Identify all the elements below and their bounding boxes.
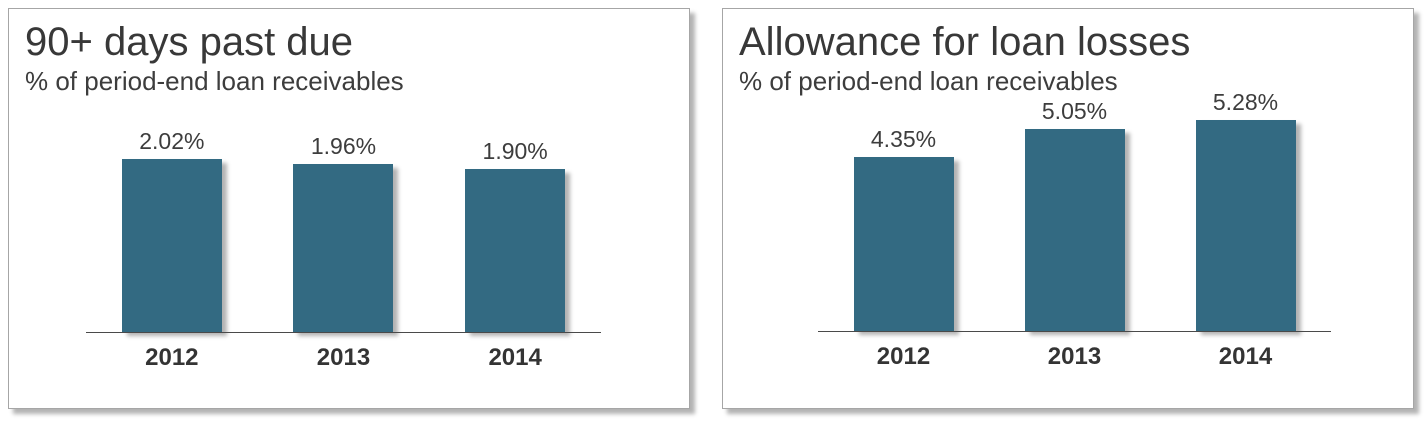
- bar-value-label: 5.05%: [1041, 98, 1108, 124]
- bar-slot: 2.02%: [121, 92, 222, 332]
- category-label-2014: 2014: [488, 344, 542, 371]
- bar-2013: [293, 164, 394, 332]
- bar-slot: 1.96%: [293, 92, 394, 332]
- x-axis-line: [86, 332, 601, 333]
- chart-panel-past-due: 90+ days past due % of period-end loan r…: [8, 8, 690, 409]
- bar-2014: [1195, 120, 1296, 331]
- bar-2012: [121, 158, 222, 332]
- bar-value-label: 4.35%: [870, 126, 937, 152]
- bar-slot: 4.35%: [853, 91, 954, 331]
- bar-value-label: 1.90%: [482, 138, 548, 165]
- category-axis-labels: 2012 2013 2014: [86, 346, 601, 370]
- category-label-2012: 2012: [876, 343, 931, 370]
- chart-title: Allowance for loan losses: [739, 20, 1191, 64]
- category-label-2012: 2012: [145, 344, 199, 371]
- x-axis-line: [818, 331, 1331, 332]
- bar-2012: [853, 157, 954, 331]
- category-label-2013: 2013: [316, 344, 371, 371]
- bar-plot: 4.35% 5.05% 5.28%: [818, 89, 1331, 332]
- bar-2013: [1024, 129, 1125, 331]
- bar-slot: 1.90%: [465, 92, 566, 332]
- chart-subtitle: % of period-end loan receivables: [25, 66, 404, 97]
- bar-value-label: 5.28%: [1212, 89, 1279, 115]
- bar-slot: 5.28%: [1195, 89, 1296, 331]
- category-axis-labels: 2012 2013 2014: [818, 345, 1331, 369]
- category-label-2014: 2014: [1218, 343, 1273, 370]
- bar-2014: [465, 169, 566, 332]
- chart-header: 90+ days past due % of period-end loan r…: [25, 20, 677, 97]
- bar-plot: 2.02% 1.96% 1.90%: [86, 92, 601, 333]
- chart-title: 90+ days past due: [25, 20, 354, 64]
- bar-value-label: 1.96%: [310, 133, 377, 159]
- bar-value-label: 2.02%: [139, 127, 205, 154]
- bar-slot: 5.05%: [1024, 91, 1125, 331]
- chart-header: Allowance for loan losses % of period-en…: [739, 20, 1401, 97]
- chart-panel-loan-loss-allowance: Allowance for loan losses % of period-en…: [722, 8, 1414, 409]
- category-label-2013: 2013: [1047, 343, 1102, 370]
- chart-subtitle: % of period-end loan receivables: [739, 66, 1118, 97]
